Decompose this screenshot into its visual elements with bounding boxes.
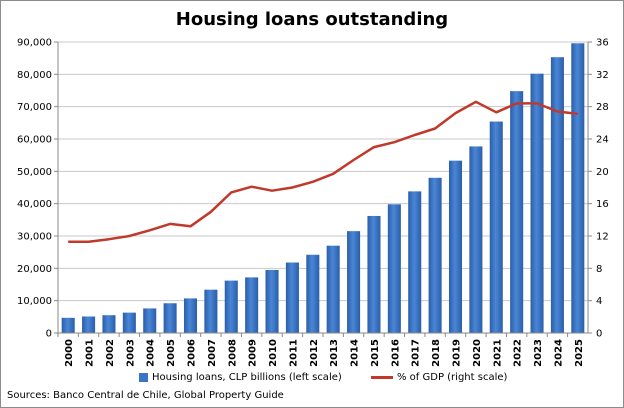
x-tick-label: 2020 <box>472 339 483 367</box>
x-tick-label: 2006 <box>187 339 198 367</box>
y-left-tick-label: 0 <box>46 329 52 340</box>
bar <box>387 204 401 333</box>
y-right-tick-label: 4 <box>596 296 602 307</box>
bar <box>183 298 198 333</box>
x-tick-label: 2017 <box>411 339 422 367</box>
x-tick-label: 2014 <box>350 339 361 367</box>
bar <box>204 289 218 333</box>
x-tick-label: 2015 <box>370 339 381 367</box>
bar <box>61 317 75 333</box>
bar <box>469 146 483 333</box>
bar <box>408 191 422 333</box>
legend-bar-label: Housing loans, CLP billions (left scale) <box>152 372 342 383</box>
y-left-tick-label: 80,000 <box>17 70 52 81</box>
bar <box>571 43 585 333</box>
x-tick-label: 2018 <box>431 339 442 367</box>
y-left-tick-label: 10,000 <box>17 296 52 307</box>
source-note: Sources: Banco Central de Chile, Global … <box>7 390 284 401</box>
bar <box>102 315 116 333</box>
legend-item-bars: Housing loans, CLP billions (left scale) <box>139 372 342 383</box>
bar <box>428 177 442 333</box>
x-tick-label: 2002 <box>105 339 116 367</box>
y-right-tick-label: 24 <box>596 135 609 146</box>
x-tick-label: 2016 <box>390 339 401 367</box>
bar <box>530 73 544 333</box>
legend-line-swatch <box>371 376 393 379</box>
x-tick-label: 2023 <box>533 339 544 367</box>
gdp-line <box>68 100 578 243</box>
legend-bar-swatch <box>139 373 148 382</box>
x-tick-label: 2009 <box>248 339 259 367</box>
x-tick-label: 2022 <box>513 339 524 367</box>
y-right-tick-label: 0 <box>596 329 602 340</box>
bar <box>367 215 381 333</box>
bar <box>143 308 157 333</box>
y-right-tick-label: 12 <box>596 232 609 243</box>
bar <box>550 57 564 334</box>
x-tick-label: 2005 <box>166 339 177 367</box>
y-right-tick-label: 8 <box>596 264 602 275</box>
bar <box>224 280 238 333</box>
y-left-tick-label: 30,000 <box>17 232 52 243</box>
chart-title: Housing loans outstanding <box>175 9 449 30</box>
y-left-tick-label: 70,000 <box>17 102 52 113</box>
bar <box>82 316 96 333</box>
x-tick-label: 2008 <box>227 339 238 367</box>
bar <box>285 262 299 333</box>
bar <box>326 245 340 333</box>
x-tick-label: 2003 <box>125 339 136 367</box>
y-left-tick-label: 60,000 <box>17 135 52 146</box>
x-tick-label: 2013 <box>329 339 340 367</box>
y-right-tick-label: 20 <box>596 167 609 178</box>
legend-item-line: % of GDP (right scale) <box>371 372 507 383</box>
x-tick-label: 2025 <box>574 339 585 367</box>
bar <box>489 121 503 333</box>
y-right-tick-label: 36 <box>596 38 609 49</box>
y-right-tick-label: 32 <box>596 70 609 81</box>
y-left-tick-label: 40,000 <box>17 199 52 210</box>
bar <box>510 91 524 333</box>
x-tick-label: 2012 <box>309 339 320 367</box>
bar <box>122 312 136 333</box>
x-tick-label: 2007 <box>207 339 218 367</box>
x-tick-label: 2021 <box>492 339 503 367</box>
x-tick-label: 2011 <box>288 339 299 367</box>
bar <box>265 269 279 333</box>
y-left-tick-label: 20,000 <box>17 264 52 275</box>
bar <box>306 254 320 333</box>
y-right-tick-label: 28 <box>596 102 609 113</box>
bar <box>347 231 361 333</box>
bar <box>163 303 177 333</box>
bar <box>245 277 259 333</box>
x-tick-label: 2010 <box>268 339 279 367</box>
y-left-tick-label: 90,000 <box>17 38 52 49</box>
x-tick-label: 2019 <box>452 339 463 367</box>
x-tick-label: 2000 <box>64 339 75 367</box>
y-left-tick-label: 50,000 <box>17 167 52 178</box>
legend-line-label: % of GDP (right scale) <box>397 372 508 383</box>
bar <box>448 160 463 333</box>
x-tick-label: 2001 <box>85 339 96 367</box>
x-tick-label: 2004 <box>146 339 157 367</box>
x-tick-label: 2024 <box>553 339 564 367</box>
y-right-tick-label: 16 <box>596 199 609 210</box>
